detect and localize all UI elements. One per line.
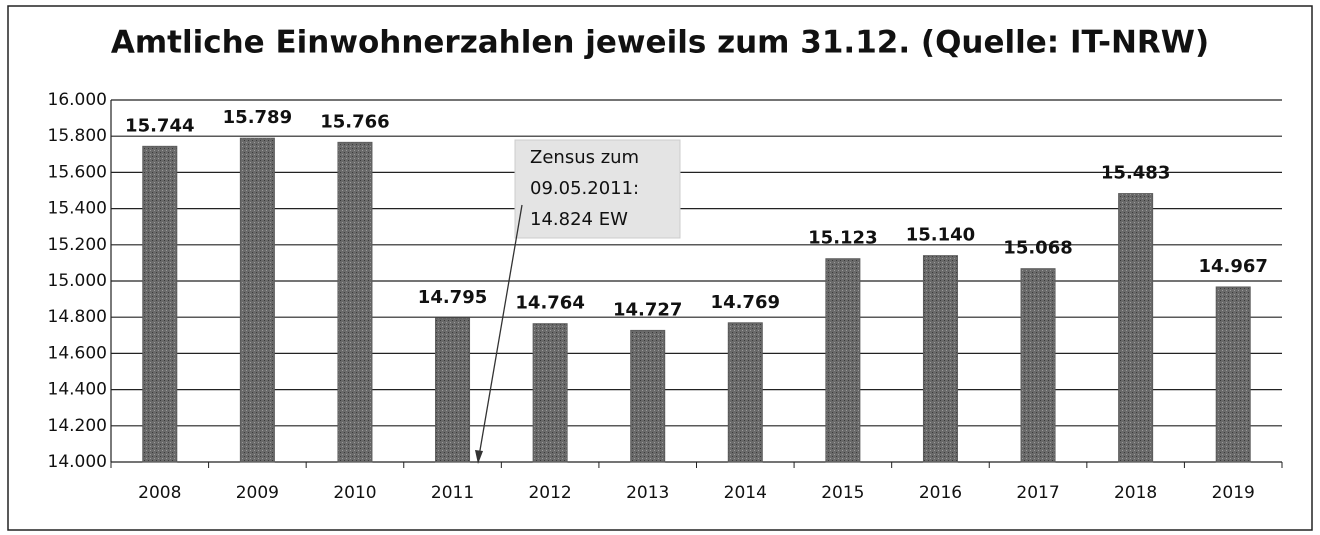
annotation-text: 09.05.2011: [530,178,639,199]
value-label: 14.727 [613,299,682,320]
bar [825,258,861,463]
bar [922,255,958,463]
value-label: 14.795 [418,287,487,308]
x-tick-label: 2013 [626,483,669,503]
bar [239,137,275,463]
x-tick-label: 2018 [1114,483,1157,503]
bar [532,323,568,463]
y-tick-label: 15.800 [48,126,107,146]
y-tick-label: 14.800 [48,307,107,327]
bar [727,322,763,463]
annotation-arrowhead [475,450,483,464]
bar [1020,268,1056,463]
y-tick-label: 15.000 [48,271,107,291]
value-label: 14.769 [711,292,780,313]
y-tick-label: 15.600 [48,162,107,182]
x-tick-label: 2017 [1016,483,1059,503]
y-tick-label: 14.000 [48,452,107,472]
annotation-text: Zensus zum [530,147,639,168]
annotation-box [514,139,681,239]
value-label: 14.967 [1198,256,1267,277]
y-tick-label: 15.400 [48,199,107,219]
bar [142,145,178,463]
chart-frame [7,5,1313,531]
y-tick-label: 16.000 [48,90,107,110]
value-label: 15.068 [1003,238,1072,259]
bar [630,329,666,463]
y-tick-label: 14.200 [48,416,107,436]
x-tick-label: 2015 [821,483,864,503]
annotation-arrow [477,204,523,463]
value-label: 15.766 [320,111,389,132]
bar [1118,193,1154,463]
value-label: 15.789 [223,107,292,128]
y-tick-label: 15.200 [48,235,107,255]
value-label: 15.123 [808,228,877,249]
x-tick-label: 2009 [236,483,279,503]
bar [1215,286,1251,463]
bar [435,317,471,463]
y-tick-label: 14.400 [48,380,107,400]
x-tick-label: 2019 [1212,483,1255,503]
value-label: 15.744 [125,115,194,136]
value-label: 15.483 [1101,163,1170,184]
x-tick-label: 2012 [528,483,571,503]
x-tick-label: 2016 [919,483,962,503]
chart-title: Amtliche Einwohnerzahlen jeweils zum 31.… [111,25,1209,61]
value-label: 15.140 [906,225,975,246]
value-label: 14.764 [515,293,584,314]
bar [337,141,373,463]
x-tick-label: 2011 [431,483,474,503]
y-tick-label: 14.600 [48,343,107,363]
x-tick-label: 2014 [724,483,767,503]
x-tick-label: 2008 [138,483,181,503]
x-tick-label: 2010 [333,483,376,503]
annotation-text: 14.824 EW [530,209,628,230]
